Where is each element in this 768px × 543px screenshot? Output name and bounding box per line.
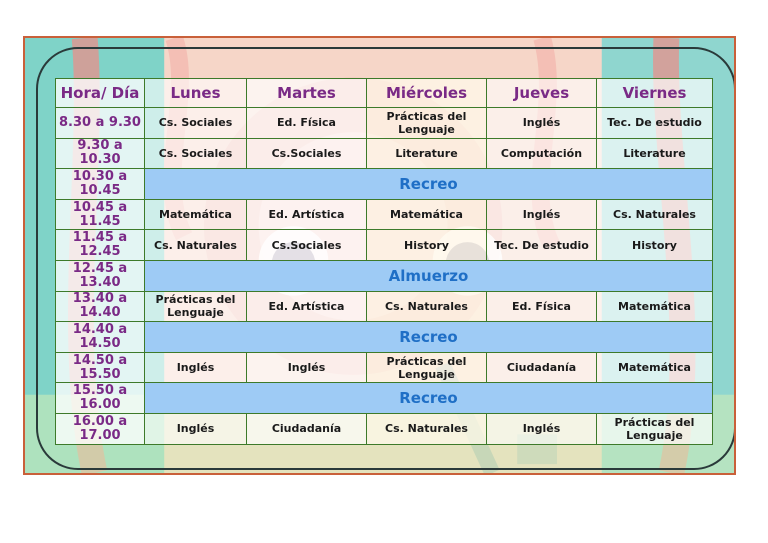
subject-cell: Cs. Naturales (596, 198, 713, 231)
class-row: 8.30 a 9.30 Cs. Sociales Ed. Física Práctic… (55, 107, 713, 139)
subject-cell: Cs. Naturales (144, 229, 247, 261)
subject-cell: Tec. De estudio (486, 229, 597, 261)
subject-cell: Ed. Física (486, 290, 597, 323)
time-slot: 16.00 a 17.00 (55, 412, 145, 445)
rounded-panel (36, 47, 734, 470)
subject-cell: Inglés (144, 351, 247, 384)
subject-cell: Ed. Física (246, 107, 367, 139)
subject-cell: Matemática (596, 351, 713, 384)
time-slot: 13.40 a 14.40 (55, 290, 145, 323)
header-day: Martes (246, 78, 367, 108)
subject-cell: Cs. Naturales (366, 412, 487, 445)
subject-cell: Cs. Naturales (366, 290, 487, 323)
subject-cell: Inglés (144, 412, 247, 445)
class-row: 10.45 a 11.45 Matemática Ed. Artística Mate… (55, 198, 713, 231)
subject-cell: Inglés (486, 198, 597, 231)
subject-cell: Ed. Artística (246, 290, 367, 323)
subject-cell: Inglés (486, 412, 597, 445)
subject-cell: Prácticas del Lenguaje (366, 351, 487, 384)
break-row: 15.50 a 16.00 Recreo (55, 382, 713, 414)
subject-cell: Prácticas del Lenguaje (144, 290, 247, 323)
subject-cell: Matemática (366, 198, 487, 231)
class-row: 14.50 a 15.50 Inglés Inglés Prácticas del L… (55, 351, 713, 384)
subject-cell: Cs.Sociales (246, 229, 367, 261)
subject-cell: Ciudadanía (486, 351, 597, 384)
subject-cell: History (366, 229, 487, 261)
time-slot: 14.50 a 15.50 (55, 351, 145, 384)
schedule-table: Hora/ Día Lunes Martes Miércoles Jueves Viern… (55, 78, 713, 445)
subject-cell: Computación (486, 137, 597, 170)
time-slot: 10.45 a 11.45 (55, 198, 145, 231)
time-slot: 10.30 a 10.45 (55, 168, 145, 200)
header-hora-dia: Hora/ Día (55, 78, 145, 108)
subject-cell: Prácticas del Lenguaje (366, 107, 487, 139)
subject-cell: Literature (596, 137, 713, 170)
break-row: 12.45 a 13.40 Almuerzo (55, 259, 713, 292)
break-label: Recreo (144, 382, 713, 414)
break-label: Recreo (144, 168, 713, 200)
time-slot: 15.50 a 16.00 (55, 382, 145, 414)
subject-cell: Literature (366, 137, 487, 170)
subject-cell: Cs. Sociales (144, 107, 247, 139)
break-row: 10.30 a 10.45 Recreo (55, 168, 713, 200)
header-day: Lunes (144, 78, 247, 108)
class-row: 9.30 a 10.30 Cs. Sociales Cs.Sociales Liter… (55, 137, 713, 170)
subject-cell: Matemática (144, 198, 247, 231)
header-day: Jueves (486, 78, 597, 108)
time-slot: 14.40 a 14.50 (55, 321, 145, 353)
subject-cell: Cs. Sociales (144, 137, 247, 170)
subject-cell: Matemática (596, 290, 713, 323)
subject-cell: Ciudadanía (246, 412, 367, 445)
class-row: 11.45 a 12.45 Cs. Naturales Cs.Sociales His… (55, 229, 713, 261)
class-row: 16.00 a 17.00 Inglés Ciudadanía Cs. Natural… (55, 412, 713, 445)
header-row: Hora/ Día Lunes Martes Miércoles Jueves Viern… (55, 78, 713, 108)
schedule-frame: Hora/ Día Lunes Martes Miércoles Jueves Viern… (23, 36, 736, 475)
subject-cell: Cs.Sociales (246, 137, 367, 170)
break-label: Almuerzo (144, 259, 713, 292)
time-slot: 11.45 a 12.45 (55, 229, 145, 261)
header-day: Miércoles (366, 78, 487, 108)
class-row: 13.40 a 14.40 Prácticas del Lenguaje Ed. A… (55, 290, 713, 323)
time-slot: 12.45 a 13.40 (55, 259, 145, 292)
subject-cell: Prácticas del Lenguaje (596, 412, 713, 445)
schedule-body: Hora/ Día Lunes Martes Miércoles Jueves Viern… (55, 78, 713, 445)
break-label: Recreo (144, 321, 713, 353)
break-row: 14.40 a 14.50 Recreo (55, 321, 713, 353)
header-day: Viernes (596, 78, 713, 108)
subject-cell: Inglés (486, 107, 597, 139)
subject-cell: History (596, 229, 713, 261)
time-slot: 9.30 a 10.30 (55, 137, 145, 170)
subject-cell: Inglés (246, 351, 367, 384)
subject-cell: Ed. Artística (246, 198, 367, 231)
subject-cell: Tec. De estudio (596, 107, 713, 139)
time-slot: 8.30 a 9.30 (55, 107, 145, 139)
